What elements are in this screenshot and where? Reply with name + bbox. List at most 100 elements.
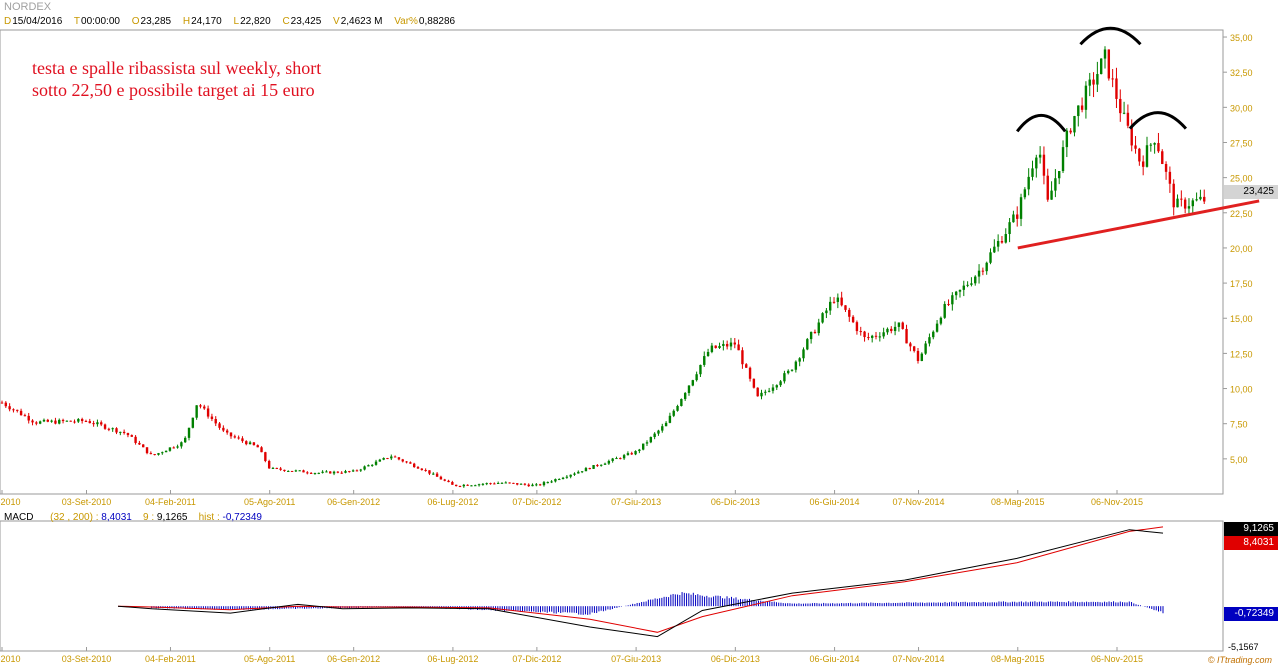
candle-up (187, 427, 191, 441)
candle-up (771, 384, 775, 394)
candle-up (943, 301, 946, 319)
macd-hist-value: -0,72349 (222, 512, 262, 523)
candle-up (668, 412, 672, 424)
ohlc-key: L (233, 16, 240, 27)
candle-up (161, 451, 164, 455)
candle-down (283, 469, 286, 472)
candle-down (275, 467, 278, 470)
x-tick-label: 06-Giu-2014 (810, 654, 860, 664)
candle-up (168, 447, 172, 452)
candle-up (1058, 170, 1061, 185)
candle-down (252, 441, 256, 446)
candle-up (1195, 192, 1198, 202)
candle-up (672, 409, 675, 418)
candle-up (1031, 160, 1034, 181)
macd-signal-tag: 9,1265 (1224, 522, 1278, 536)
ohlc-key: O (131, 16, 140, 27)
candle-up (829, 296, 832, 315)
candle-up (687, 385, 691, 396)
candle-up (164, 450, 168, 453)
y-tick-label: 32,50 (1230, 68, 1253, 78)
y-tick-label: 15,00 (1230, 314, 1253, 324)
candle-down (46, 418, 49, 423)
candle-down (35, 421, 38, 426)
candle-down (115, 427, 118, 435)
ohlc-key: H (182, 16, 191, 27)
candle-up (1103, 46, 1107, 69)
candle-up (65, 420, 69, 422)
candle-down (107, 427, 111, 432)
candle-down (225, 428, 229, 435)
macd-line (117, 529, 1164, 638)
candle-down (61, 418, 65, 424)
x-tick-label: 06-Dic-2013 (711, 654, 760, 664)
candle-up (271, 466, 275, 470)
candle-down (916, 347, 920, 364)
candle-up (542, 480, 546, 487)
candle-down (454, 484, 458, 487)
x-tick-label: 04-Feb-2011 (145, 654, 196, 664)
candle-down (153, 453, 156, 456)
candle-down (245, 440, 248, 446)
candle-down (386, 457, 389, 460)
x-tick-label: Apr-2010 (0, 497, 21, 507)
candle-up (477, 483, 481, 487)
candle-up (1065, 128, 1069, 158)
candle-down (218, 421, 221, 430)
candle-down (424, 468, 427, 472)
candle-up (932, 330, 935, 340)
x-tick-label: 06-Nov-2015 (1091, 654, 1143, 664)
candle-up (870, 334, 874, 343)
candle-up (1038, 146, 1042, 164)
candle-up (565, 475, 569, 479)
candle-up (821, 312, 824, 324)
candle-up (1012, 210, 1015, 223)
candle-down (214, 416, 217, 427)
candle-up (974, 275, 977, 286)
candlestick-series (0, 46, 1206, 488)
x-tick-label: 03-Set-2010 (62, 497, 112, 507)
candle-up (977, 264, 981, 284)
candle-down (233, 434, 237, 439)
candle-down (737, 339, 740, 351)
candle-up (344, 469, 347, 474)
candle-down (1092, 72, 1095, 98)
candle-down (840, 291, 843, 307)
macd-x-axis: Apr-2010 03-Set-2010 04-Feb-2011 05-Ago-201… (0, 647, 1143, 664)
candle-down (447, 479, 450, 483)
candle-up (298, 470, 301, 472)
candle-up (363, 465, 366, 471)
candle-down (516, 483, 519, 486)
candle-down (401, 458, 404, 463)
ohlc-key: Var% (394, 16, 418, 27)
candle-up (1073, 115, 1076, 137)
macd-header: MACD (32 , 200) : 8,4031 9 : 9,1265 hist… (4, 512, 262, 523)
candle-down (69, 420, 72, 422)
x-tick-label: 07-Nov-2014 (893, 497, 945, 507)
ohlc-value: 24,170 (191, 16, 222, 27)
y-tick-label: 27,50 (1230, 138, 1253, 148)
x-tick-label: 06-Giu-2014 (810, 497, 860, 507)
candle-down (909, 341, 912, 352)
candle-down (733, 338, 736, 349)
candle-down (1016, 206, 1019, 227)
y-tick-label: 22,50 (1230, 209, 1253, 219)
candle-down (832, 297, 836, 304)
y-tick-label: 17,50 (1230, 279, 1253, 289)
candle-up (519, 483, 523, 485)
candle-up (802, 347, 805, 362)
candle-up (432, 472, 435, 475)
candle-up (58, 418, 61, 425)
candle-down (279, 466, 282, 471)
candle-up (680, 398, 683, 407)
candle-down (538, 483, 542, 486)
candle-down (1046, 168, 1049, 202)
candle-down (31, 419, 34, 426)
macd-params: (32 , 200) : (50, 512, 99, 523)
candle-down (1107, 49, 1111, 81)
candle-up (817, 318, 820, 336)
candle-down (630, 451, 633, 455)
candle-up (38, 420, 42, 425)
candle-up (710, 342, 714, 354)
